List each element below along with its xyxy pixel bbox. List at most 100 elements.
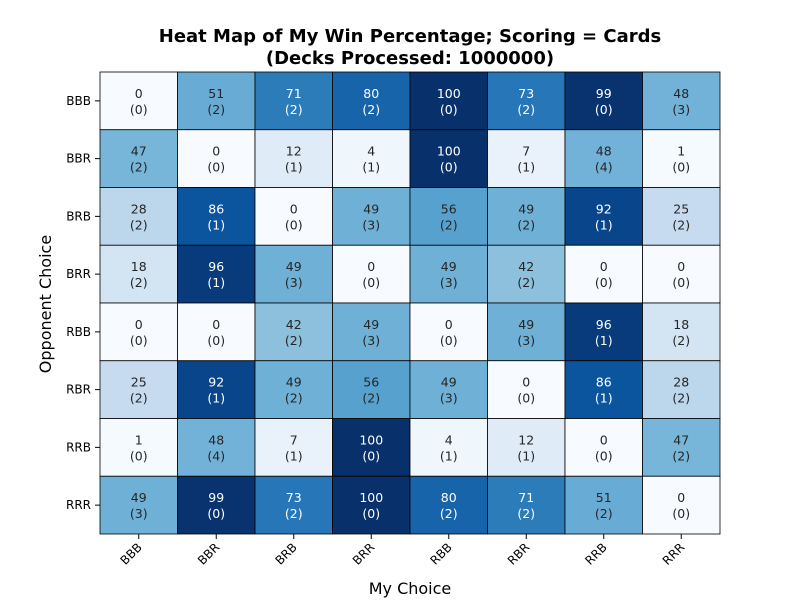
- x-axis-label: My Choice: [369, 579, 452, 598]
- cell-secondary-label: (0): [440, 333, 458, 348]
- heatmap-cell: [642, 244, 721, 304]
- heatmap-cell: [564, 187, 643, 246]
- y-tick-label: BBR: [66, 152, 91, 166]
- cell-value-label: 12: [518, 432, 534, 447]
- cell-secondary-label: (1): [285, 448, 303, 463]
- cell-secondary-label: (2): [517, 275, 535, 290]
- heatmap-cell: [99, 71, 178, 131]
- cell-secondary-label: (2): [440, 217, 458, 232]
- cell-value-label: 0: [135, 86, 143, 101]
- cell-secondary-label: (2): [285, 506, 303, 521]
- cell-value-label: 49: [518, 317, 534, 332]
- heatmap-cell: [332, 129, 411, 188]
- cell-secondary-label: (0): [517, 391, 535, 406]
- heatmap-cell: [564, 244, 643, 304]
- cell-secondary-label: (3): [440, 391, 458, 406]
- cell-secondary-label: (2): [672, 217, 690, 232]
- cell-secondary-label: (2): [130, 391, 148, 406]
- heatmap-cells: 0(0)51(2)71(2)80(2)100(0)73(2)99(0)48(3)…: [99, 71, 721, 535]
- cell-secondary-label: (0): [130, 448, 148, 463]
- cell-value-label: 86: [208, 201, 224, 216]
- cell-value-label: 51: [208, 86, 224, 101]
- heatmap-cell: [564, 129, 643, 188]
- y-axis-ticks: BBB BBR BRB BRR RBB RBR RRB RRR: [66, 94, 100, 512]
- cell-value-label: 18: [673, 317, 689, 332]
- cell-value-label: 0: [445, 317, 453, 332]
- heatmap-cell: [99, 244, 178, 304]
- heatmap-cell: [564, 360, 643, 419]
- cell-secondary-label: (0): [595, 448, 613, 463]
- cell-secondary-label: (4): [595, 160, 613, 175]
- x-tick-label: BBR: [195, 540, 222, 567]
- cell-secondary-label: (4): [207, 448, 225, 463]
- heatmap-cell: [177, 418, 256, 477]
- heatmap-cell: [487, 187, 566, 246]
- cell-value-label: 99: [596, 86, 612, 101]
- cell-value-label: 25: [131, 375, 147, 390]
- heatmap-cell: [254, 475, 333, 535]
- cell-value-label: 4: [445, 432, 453, 447]
- cell-secondary-label: (2): [362, 102, 380, 117]
- cell-value-label: 0: [212, 144, 220, 159]
- y-tick-label: BRB: [66, 209, 91, 223]
- cell-value-label: 56: [363, 375, 379, 390]
- y-tick-label: BRR: [66, 267, 91, 281]
- cell-secondary-label: (0): [362, 275, 380, 290]
- cell-value-label: 0: [677, 259, 685, 274]
- heatmap-cell: [254, 302, 333, 362]
- cell-value-label: 0: [677, 490, 685, 505]
- cell-secondary-label: (0): [440, 160, 458, 175]
- cell-value-label: 100: [359, 432, 383, 447]
- cell-value-label: 12: [286, 144, 302, 159]
- heatmap-cell: [487, 475, 566, 535]
- y-tick-label: RRR: [66, 498, 91, 512]
- heatmap-cell: [409, 475, 488, 535]
- heatmap-cell: [409, 418, 488, 477]
- cell-value-label: 71: [518, 490, 534, 505]
- cell-secondary-label: (1): [207, 391, 225, 406]
- cell-secondary-label: (3): [285, 275, 303, 290]
- heatmap-cell: [564, 71, 643, 131]
- cell-secondary-label: (1): [440, 448, 458, 463]
- cell-value-label: 4: [367, 144, 375, 159]
- heatmap-cell: [564, 302, 643, 362]
- cell-secondary-label: (0): [207, 506, 225, 521]
- x-tick-label: RRB: [582, 540, 610, 568]
- heatmap-cell: [254, 244, 333, 304]
- heatmap-cell: [99, 302, 178, 362]
- cell-secondary-label: (2): [285, 333, 303, 348]
- cell-value-label: 0: [135, 317, 143, 332]
- cell-value-label: 0: [212, 317, 220, 332]
- cell-secondary-label: (1): [595, 333, 613, 348]
- cell-value-label: 7: [290, 432, 298, 447]
- heatmap-cell: [409, 129, 488, 188]
- cell-secondary-label: (1): [207, 275, 225, 290]
- cell-secondary-label: (2): [672, 391, 690, 406]
- cell-value-label: 42: [518, 259, 534, 274]
- y-tick-label: RRB: [66, 440, 91, 454]
- heatmap-cell: [177, 129, 256, 188]
- cell-secondary-label: (2): [672, 333, 690, 348]
- cell-value-label: 1: [677, 144, 685, 159]
- heatmap-cell: [487, 71, 566, 131]
- cell-secondary-label: (0): [285, 217, 303, 232]
- heatmap-cell: [99, 187, 178, 246]
- cell-value-label: 7: [522, 144, 530, 159]
- cell-value-label: 47: [673, 432, 689, 447]
- cell-secondary-label: (2): [517, 217, 535, 232]
- heatmap-cell: [254, 71, 333, 131]
- cell-secondary-label: (0): [130, 102, 148, 117]
- cell-value-label: 92: [208, 375, 224, 390]
- heatmap-cell: [177, 187, 256, 246]
- cell-value-label: 42: [286, 317, 302, 332]
- cell-secondary-label: (2): [285, 391, 303, 406]
- cell-secondary-label: (3): [440, 275, 458, 290]
- heatmap-cell: [99, 418, 178, 477]
- heatmap-cell: [177, 360, 256, 419]
- y-tick-label: RBB: [66, 325, 91, 339]
- cell-secondary-label: (3): [362, 333, 380, 348]
- heatmap-cell: [642, 418, 721, 477]
- cell-value-label: 71: [286, 86, 302, 101]
- heatmap-cell: [564, 475, 643, 535]
